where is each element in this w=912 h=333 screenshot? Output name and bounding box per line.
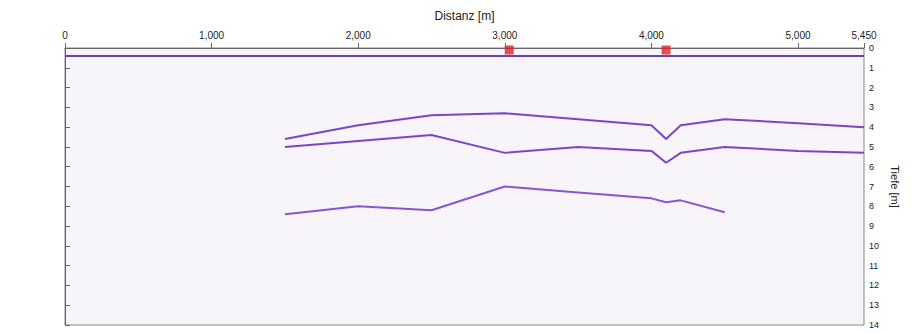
svg-text:0: 0: [869, 43, 874, 53]
svg-text:5,450: 5,450: [851, 30, 876, 41]
svg-text:5: 5: [869, 142, 874, 152]
svg-text:Distanz [m]: Distanz [m]: [434, 9, 494, 23]
svg-text:10: 10: [869, 241, 879, 251]
svg-text:1,000: 1,000: [199, 30, 224, 41]
svg-text:7: 7: [869, 182, 874, 192]
svg-text:3: 3: [869, 102, 874, 112]
svg-text:5,000: 5,000: [786, 30, 811, 41]
svg-text:12: 12: [869, 280, 879, 290]
svg-text:1: 1: [869, 63, 874, 73]
svg-text:14: 14: [869, 320, 879, 330]
svg-text:6: 6: [869, 162, 874, 172]
svg-text:Tiefe [m]: Tiefe [m]: [889, 165, 901, 207]
svg-text:2,000: 2,000: [346, 30, 371, 41]
svg-text:2: 2: [869, 83, 874, 93]
svg-text:8: 8: [869, 201, 874, 211]
svg-text:3,000: 3,000: [492, 30, 517, 41]
svg-text:0: 0: [62, 30, 68, 41]
svg-text:4,000: 4,000: [639, 30, 664, 41]
svg-text:11: 11: [869, 261, 878, 271]
svg-text:13: 13: [869, 300, 879, 310]
svg-text:4: 4: [869, 122, 874, 132]
svg-text:9: 9: [869, 221, 874, 231]
